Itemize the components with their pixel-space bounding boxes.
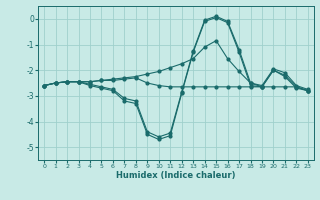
X-axis label: Humidex (Indice chaleur): Humidex (Indice chaleur)	[116, 171, 236, 180]
